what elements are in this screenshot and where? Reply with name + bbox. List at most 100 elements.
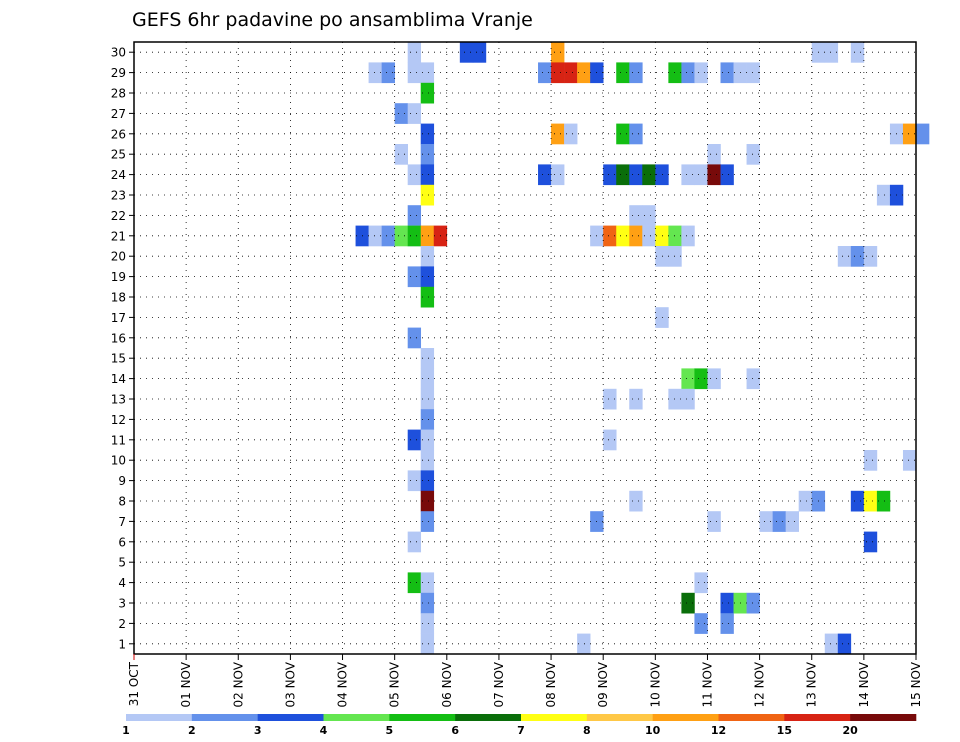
x-tick-label: 11 NOV bbox=[700, 661, 714, 707]
x-tick-label: 05 NOV bbox=[388, 661, 402, 707]
heatmap-cell bbox=[420, 388, 435, 410]
y-tick-label: 11 bbox=[111, 433, 126, 447]
y-tick-label: 20 bbox=[111, 250, 126, 264]
x-tick-label: 31 OCT bbox=[127, 661, 141, 706]
heatmap-cell bbox=[420, 348, 435, 369]
heatmap-cell bbox=[876, 490, 891, 512]
heatmap-cell bbox=[681, 368, 695, 390]
legend-swatch bbox=[521, 714, 588, 721]
legend-label: 4 bbox=[320, 724, 328, 737]
heatmap-cell bbox=[459, 42, 474, 63]
heatmap-cell bbox=[420, 450, 435, 471]
heatmap-cell bbox=[407, 470, 422, 492]
heatmap-cell bbox=[629, 225, 643, 247]
y-tick-label: 22 bbox=[111, 209, 126, 223]
heatmap-cell bbox=[720, 62, 734, 84]
heatmap-cell bbox=[407, 42, 422, 63]
y-tick-label: 26 bbox=[111, 127, 126, 141]
heatmap-cell bbox=[407, 429, 422, 451]
heatmap-cell bbox=[551, 164, 565, 186]
heatmap-cell bbox=[681, 62, 695, 84]
y-tick-label: 24 bbox=[111, 168, 126, 182]
legend-swatch bbox=[718, 714, 785, 721]
heatmap-cell bbox=[681, 225, 695, 247]
heatmap-cell bbox=[420, 490, 435, 512]
y-tick-label: 7 bbox=[118, 515, 126, 529]
heatmap-cell bbox=[642, 205, 656, 226]
heatmap-cell bbox=[694, 613, 708, 634]
x-tick-label: 04 NOV bbox=[336, 661, 350, 707]
legend-swatch bbox=[850, 714, 917, 721]
heatmap-cell bbox=[707, 164, 721, 186]
heatmap-cell bbox=[394, 225, 408, 247]
heatmap-cell bbox=[720, 613, 734, 634]
heatmap-cell bbox=[577, 62, 591, 84]
heatmap-cell bbox=[420, 613, 435, 634]
heatmap-cell bbox=[407, 225, 422, 247]
heatmap-cell bbox=[538, 164, 552, 186]
legend-label: 10 bbox=[645, 724, 661, 737]
heatmap-cell bbox=[629, 490, 643, 512]
heatmap-cell bbox=[694, 62, 708, 84]
y-tick-label: 12 bbox=[111, 413, 126, 427]
heatmap-cell bbox=[551, 123, 565, 145]
legend-label: 12 bbox=[711, 724, 726, 737]
y-tick-label: 18 bbox=[111, 291, 126, 305]
heatmap-cell bbox=[863, 450, 878, 471]
heatmap-cell bbox=[629, 123, 643, 145]
y-tick-label: 14 bbox=[111, 372, 126, 386]
y-tick-label: 5 bbox=[118, 556, 126, 570]
x-tick-label: 09 NOV bbox=[596, 661, 610, 707]
heatmap-cell bbox=[381, 62, 395, 84]
heatmap-cell bbox=[394, 103, 408, 124]
y-tick-label: 21 bbox=[111, 229, 126, 243]
heatmap-cell bbox=[420, 368, 435, 390]
x-axis: 31 OCT 01 NOV 02 NOV 03 NOV 04 NOV 05 NOV 06 N… bbox=[127, 654, 923, 708]
heatmap-cell bbox=[394, 144, 408, 165]
heatmap-cell bbox=[538, 62, 552, 84]
y-tick-label: 16 bbox=[111, 331, 126, 345]
heatmap-cell bbox=[694, 164, 708, 186]
heatmap-cell bbox=[824, 42, 839, 63]
heatmap-cell bbox=[850, 246, 865, 267]
y-tick-label: 6 bbox=[118, 535, 126, 549]
x-tick-label: 10 NOV bbox=[648, 661, 662, 707]
heatmap-cell bbox=[420, 633, 435, 655]
heatmap-cell bbox=[420, 286, 435, 308]
heatmap-cell bbox=[420, 511, 435, 532]
y-tick-label: 17 bbox=[111, 311, 126, 325]
y-tick-label: 29 bbox=[111, 66, 126, 80]
heatmap-cell bbox=[850, 42, 865, 63]
heatmap-cells bbox=[355, 42, 930, 655]
y-tick-label: 10 bbox=[111, 454, 126, 468]
heatmap-cell bbox=[407, 103, 422, 124]
heatmap-cell bbox=[420, 246, 435, 267]
x-tick-label: 01 NOV bbox=[179, 661, 193, 707]
heatmap-cell bbox=[407, 327, 422, 349]
heatmap-cell bbox=[407, 164, 422, 186]
y-tick-label: 9 bbox=[118, 474, 126, 488]
legend-swatch bbox=[652, 714, 719, 721]
heatmap-cell bbox=[694, 572, 708, 594]
heatmap-cell bbox=[629, 388, 643, 410]
heatmap-cell bbox=[863, 246, 878, 267]
legend-swatch bbox=[323, 714, 390, 721]
y-tick-label: 2 bbox=[118, 617, 126, 631]
heatmap-cell bbox=[420, 225, 435, 247]
heatmap-cell bbox=[420, 164, 435, 186]
legend-label: 15 bbox=[777, 724, 792, 737]
heatmap-cell bbox=[420, 409, 435, 430]
y-tick-label: 23 bbox=[111, 189, 126, 203]
y-tick-label: 27 bbox=[111, 107, 126, 121]
legend-swatch bbox=[126, 714, 193, 721]
heatmap-cell bbox=[668, 388, 682, 410]
heatmap-cell bbox=[707, 511, 721, 532]
heatmap-cell bbox=[746, 62, 760, 84]
y-tick-label: 30 bbox=[111, 46, 126, 60]
heatmap-cell bbox=[863, 531, 878, 553]
heatmap-cell bbox=[368, 225, 382, 247]
legend-label: 1 bbox=[122, 724, 130, 737]
legend-swatch bbox=[455, 714, 522, 721]
heatmap-cell bbox=[368, 62, 382, 84]
legend-swatch bbox=[784, 714, 851, 721]
